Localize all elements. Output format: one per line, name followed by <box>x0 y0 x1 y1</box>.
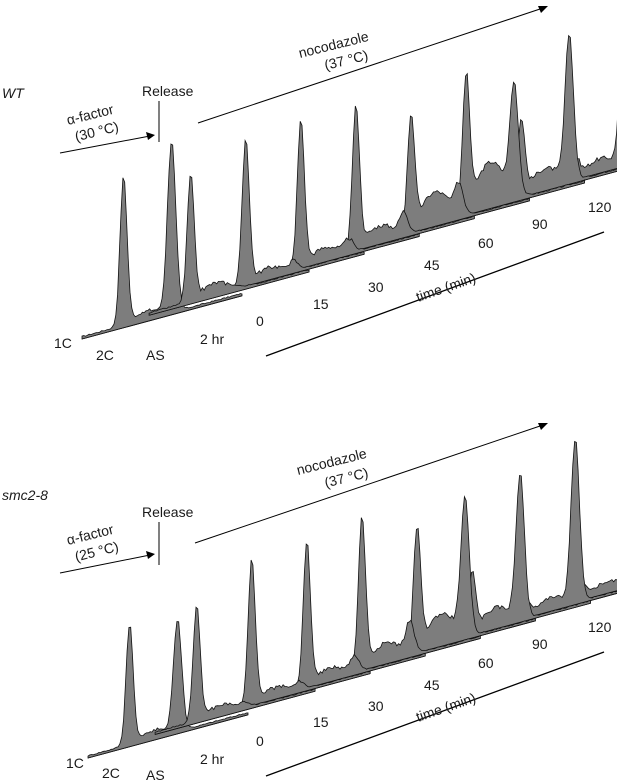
sample-label: 2 hr <box>200 331 224 347</box>
release-label: Release <box>142 504 194 520</box>
sample-labels: AS 2 hr 0 15 30 45 60 90 120 <box>146 199 612 363</box>
panel-wt: WT α-factor (30 °C) Release nocodazole (… <box>2 6 617 363</box>
sample-label: 60 <box>478 235 494 251</box>
time-axis-label: time (min) <box>414 269 478 304</box>
sample-label: AS <box>146 347 165 363</box>
histogram-trace-120 <box>595 584 617 595</box>
time-axis-line <box>265 231 605 357</box>
histogram-trace-AS <box>148 175 310 316</box>
histogram-reference <box>81 143 243 340</box>
drug-arrowhead <box>538 6 548 13</box>
sample-label: 90 <box>532 216 548 232</box>
release-label: Release <box>142 83 194 99</box>
histogram-trace-120 <box>589 162 617 174</box>
arrest-arrowhead <box>146 551 155 559</box>
time-axis-label: time (min) <box>414 689 478 724</box>
dna-1c-label: 1C <box>66 755 84 771</box>
histogram-trace-30 <box>375 495 536 665</box>
sample-label: 15 <box>313 714 329 730</box>
sample-label: 45 <box>424 677 440 693</box>
sample-label: 60 <box>478 655 494 671</box>
dna-2c-label: 2C <box>102 765 120 781</box>
sample-label: 0 <box>256 733 264 749</box>
drug-arrow <box>197 7 544 124</box>
strain-label: WT <box>2 85 25 101</box>
arrest-arrow <box>59 135 151 154</box>
sample-label: 120 <box>588 199 612 215</box>
sample-label: 0 <box>256 313 264 329</box>
sample-label: AS <box>146 767 165 783</box>
sample-label: 30 <box>368 698 384 714</box>
sample-label: 45 <box>424 257 440 273</box>
histogram-trace-0 <box>258 121 420 281</box>
panel-smc2-8: smc2-8 α-factor (25 °C) Release nocodazo… <box>2 423 617 783</box>
sample-label: 2 hr <box>200 751 224 767</box>
sample-label: 90 <box>532 636 548 652</box>
sample-label: 120 <box>588 619 612 635</box>
histogram-trace-60 <box>485 440 617 630</box>
histogram-trace-0 <box>264 543 426 700</box>
dna-2c-label: 2C <box>96 347 114 363</box>
sample-labels: AS 2 hr 0 15 30 45 60 90 120 <box>146 619 612 783</box>
histogram-trace-AS <box>154 606 316 735</box>
strain-label: smc2-8 <box>2 487 48 503</box>
histogram-traces <box>87 440 617 759</box>
histogram-trace-2hr <box>209 559 371 718</box>
time-axis-line <box>265 651 605 777</box>
histogram-trace-2hr <box>203 139 365 298</box>
sample-label: 30 <box>368 279 384 295</box>
histogram-trace-15 <box>314 105 475 263</box>
histogram-trace-15 <box>320 517 481 683</box>
drug-arrowhead <box>538 423 548 430</box>
histogram-traces <box>81 34 617 340</box>
dna-1c-label: 1C <box>54 335 72 351</box>
arrest-arrow <box>59 554 151 574</box>
sample-label: 15 <box>313 296 329 312</box>
drug-arrow <box>194 424 544 544</box>
arrest-arrowhead <box>146 132 155 140</box>
histogram-reference <box>87 621 249 759</box>
